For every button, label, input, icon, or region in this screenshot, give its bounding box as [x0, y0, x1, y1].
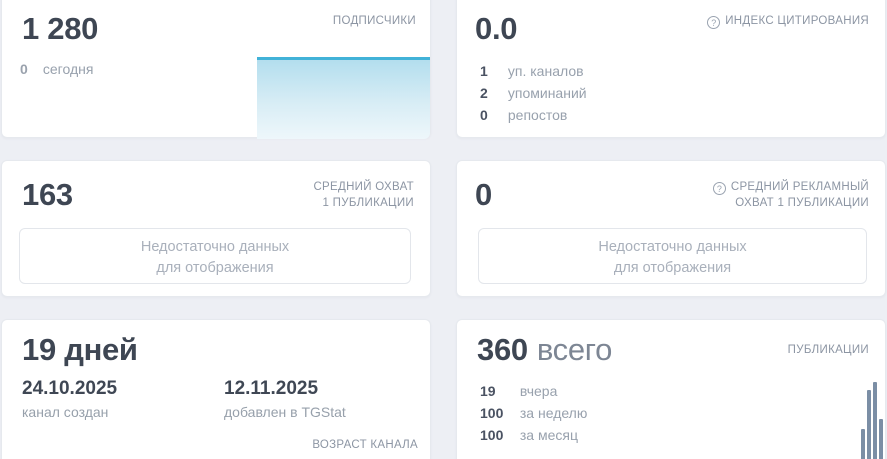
card-subscribers: 1 280 ПОДПИСЧИКИ 0 сегодня	[1, 0, 431, 139]
subscribers-card-label: ПОДПИСЧИКИ	[332, 15, 416, 27]
mentions-label: упоминаний	[507, 85, 587, 101]
avg-reach-card-label: СРЕДНИЙ ОХВАТ 1 ПУБЛИКАЦИИ	[313, 179, 414, 211]
avg-ad-reach-label-line1: СРЕДНИЙ РЕКЛАМНЫЙ	[730, 181, 869, 193]
card-avg-ad-reach: 0 ? СРЕДНИЙ РЕКЛАМНЫЙ ОХВАТ 1 ПУБЛИКАЦИИ …	[456, 160, 886, 297]
help-question-icon[interactable]: ?	[707, 16, 721, 29]
nodata-text-line1: Недостаточно данных	[140, 239, 290, 255]
posts-month-value: 100	[480, 427, 504, 443]
bar	[879, 419, 883, 459]
channel-added-date: 12.11.2025	[224, 378, 319, 399]
avg-ad-reach-label-line1-wrap: ? СРЕДНИЙ РЕКЛАМНЫЙ	[712, 179, 869, 195]
nodata-text-line1: Недостаточно данных	[598, 239, 747, 255]
citation-index-rows: 1 уп. каналов 2 упоминаний 0 репостов	[480, 60, 587, 126]
citation-index-value: 0.0	[475, 11, 518, 46]
channel-created-block: 24.10.2025 канал создан	[22, 378, 117, 420]
posts-month-row: 100 за месяц	[480, 424, 587, 446]
citation-index-label-text: ИНДЕКС ЦИТИРОВАНИЯ	[725, 15, 869, 27]
bar	[861, 429, 865, 459]
reposts-value: 0	[480, 107, 488, 123]
avg-reach-value: 163	[22, 177, 73, 212]
channel-created-label: канал создан	[22, 404, 109, 420]
mentioning-channels-row: 1 уп. каналов	[480, 60, 587, 82]
publications-bar-chart	[861, 382, 883, 459]
avg-ad-reach-value: 0	[475, 177, 492, 212]
card-citation-index: 0.0 ? ИНДЕКС ЦИТИРОВАНИЯ 1 уп. каналов 2 …	[456, 0, 886, 138]
card-channel-age: 19 дней 24.10.2025 канал создан 12.11.20…	[1, 319, 431, 459]
posts-yesterday-value: 19	[480, 383, 496, 399]
publications-value-wrap: 360 всего	[477, 332, 612, 368]
publications-card-label: ПУБЛИКАЦИИ	[787, 344, 869, 356]
mentions-value: 2	[480, 85, 488, 101]
citation-index-card-label: ? ИНДЕКС ЦИТИРОВАНИЯ	[707, 13, 869, 29]
avg-ad-reach-label-line2: ОХВАТ 1 ПУБЛИКАЦИИ	[735, 197, 869, 209]
card-avg-reach: 163 СРЕДНИЙ ОХВАТ 1 ПУБЛИКАЦИИ Недостато…	[1, 160, 431, 297]
avg-reach-label-line1: СРЕДНИЙ ОХВАТ	[313, 181, 414, 193]
posts-yesterday-label: вчера	[519, 383, 558, 399]
publications-rows: 19 вчера 100 за неделю 100 за месяц	[480, 380, 587, 446]
subscribers-value: 1 280	[22, 11, 99, 46]
bar	[873, 382, 877, 459]
help-question-icon[interactable]: ?	[712, 182, 726, 195]
channel-created-date: 24.10.2025	[22, 378, 118, 399]
subscribers-today-label: сегодня	[42, 61, 94, 77]
posts-week-label: за неделю	[519, 405, 588, 421]
channel-added-block: 12.11.2025 добавлен в TGStat	[224, 378, 346, 420]
subscribers-rows: 0 сегодня	[20, 58, 93, 80]
nodata-text-line2: для отображения	[156, 260, 274, 276]
avg-reach-nodata-box: Недостаточно данных для отображения	[19, 228, 411, 284]
reposts-row: 0 репостов	[480, 104, 587, 126]
reposts-label: репостов	[507, 107, 568, 123]
publications-total-suffix: всего	[536, 332, 613, 367]
bar	[867, 390, 871, 459]
posts-yesterday-row: 19 вчера	[480, 380, 587, 402]
avg-ad-reach-nodata-box: Недостаточно данных для отображения	[478, 228, 867, 284]
posts-week-value: 100	[480, 405, 504, 421]
subscribers-today-row: 0 сегодня	[20, 58, 93, 80]
mentioning-channels-value: 1	[480, 63, 488, 79]
channel-age-value: 19 дней	[22, 332, 138, 367]
posts-month-label: за месяц	[519, 427, 578, 443]
channel-age-card-label: ВОЗРАСТ КАНАЛА	[312, 439, 418, 451]
posts-week-row: 100 за неделю	[480, 402, 587, 424]
avg-ad-reach-card-label: ? СРЕДНИЙ РЕКЛАМНЫЙ ОХВАТ 1 ПУБЛИКАЦИИ	[712, 179, 869, 211]
nodata-text-line2: для отображения	[613, 260, 732, 276]
avg-reach-label-line2: 1 ПУБЛИКАЦИИ	[322, 197, 414, 209]
subscribers-area-chart	[257, 57, 430, 139]
publications-total-value: 360	[477, 332, 528, 367]
card-publications: 360 всего ПУБЛИКАЦИИ 19 вчера 100 за неде…	[456, 319, 886, 459]
channel-added-label: добавлен в TGStat	[224, 404, 346, 420]
subscribers-today-value: 0	[20, 61, 28, 77]
mentioning-channels-label: уп. каналов	[507, 63, 584, 79]
mentions-row: 2 упоминаний	[480, 82, 587, 104]
